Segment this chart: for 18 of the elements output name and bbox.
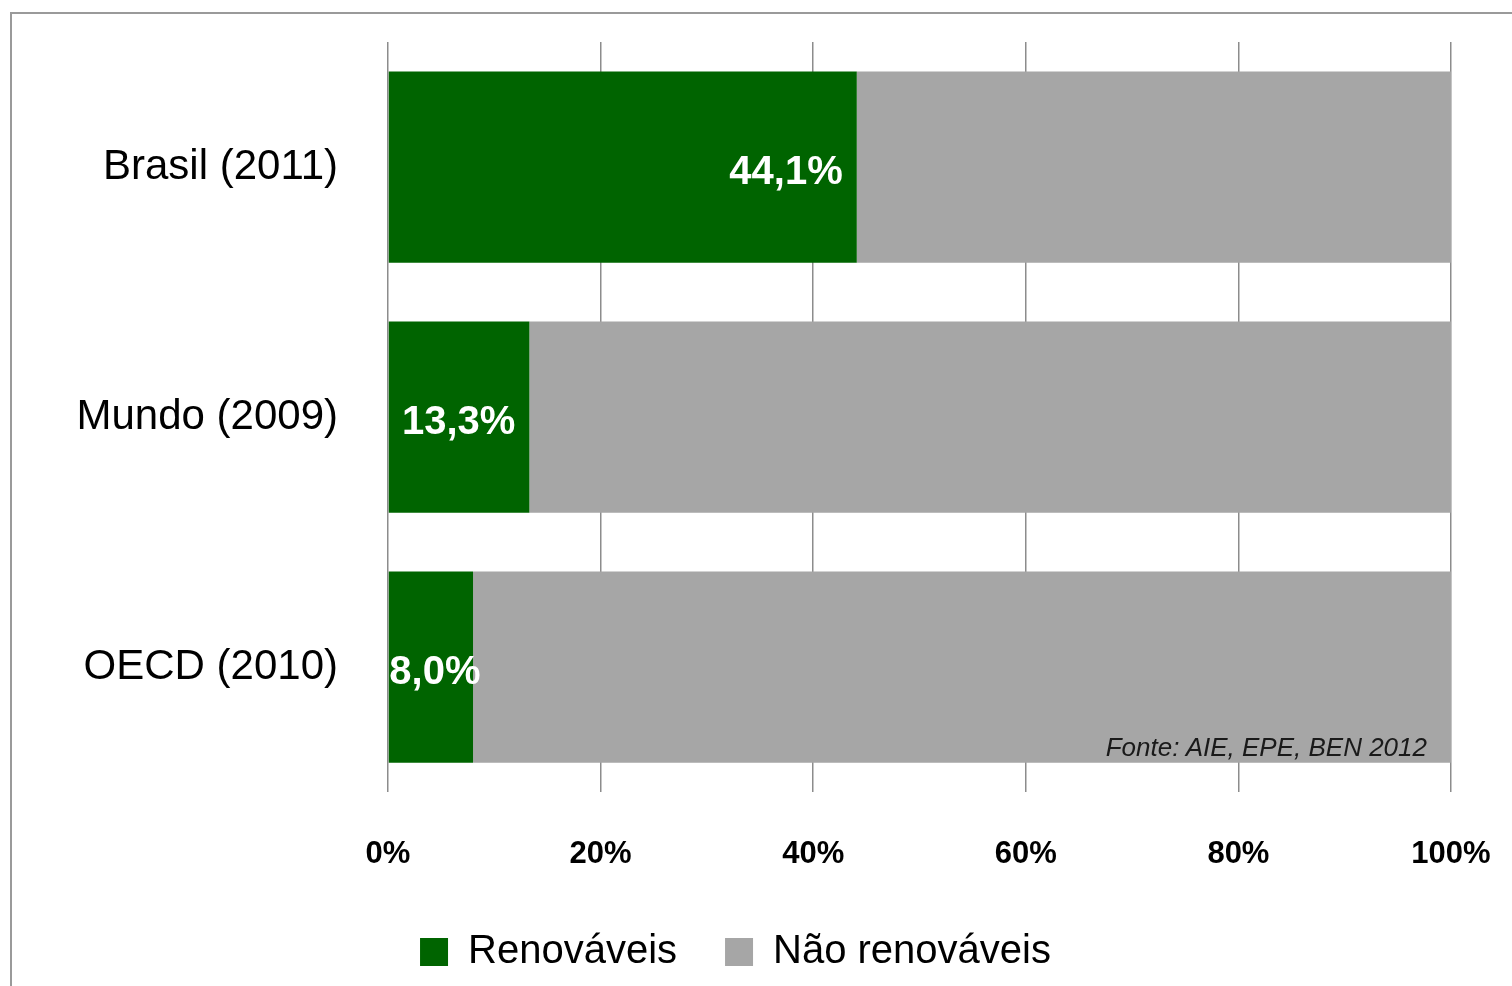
x-tick-label: 80% [1207, 835, 1270, 871]
legend-label: Renováveis [468, 927, 678, 972]
annotation: Fonte: AIE, EPE, BEN 2012 [1105, 732, 1428, 762]
legend-label: Não renováveis [773, 927, 1051, 972]
y-tick-label: Brasil (2011) [103, 140, 338, 188]
data-label: 13,3% [401, 398, 516, 443]
x-tick-label: 0% [365, 835, 411, 871]
bar [388, 321, 530, 513]
x-tick-label: 60% [994, 835, 1057, 871]
x-tick-label: 40% [782, 835, 845, 871]
x-tick-label: 20% [569, 835, 632, 871]
y-tick-label: Mundo (2009) [76, 390, 338, 438]
y-tick-label: OECD (2010) [83, 640, 338, 688]
bar [856, 71, 1451, 263]
bar [529, 321, 1451, 513]
bar [388, 71, 857, 263]
data-label: 44,1% [729, 148, 843, 193]
x-tick-label: 100% [1411, 835, 1491, 871]
